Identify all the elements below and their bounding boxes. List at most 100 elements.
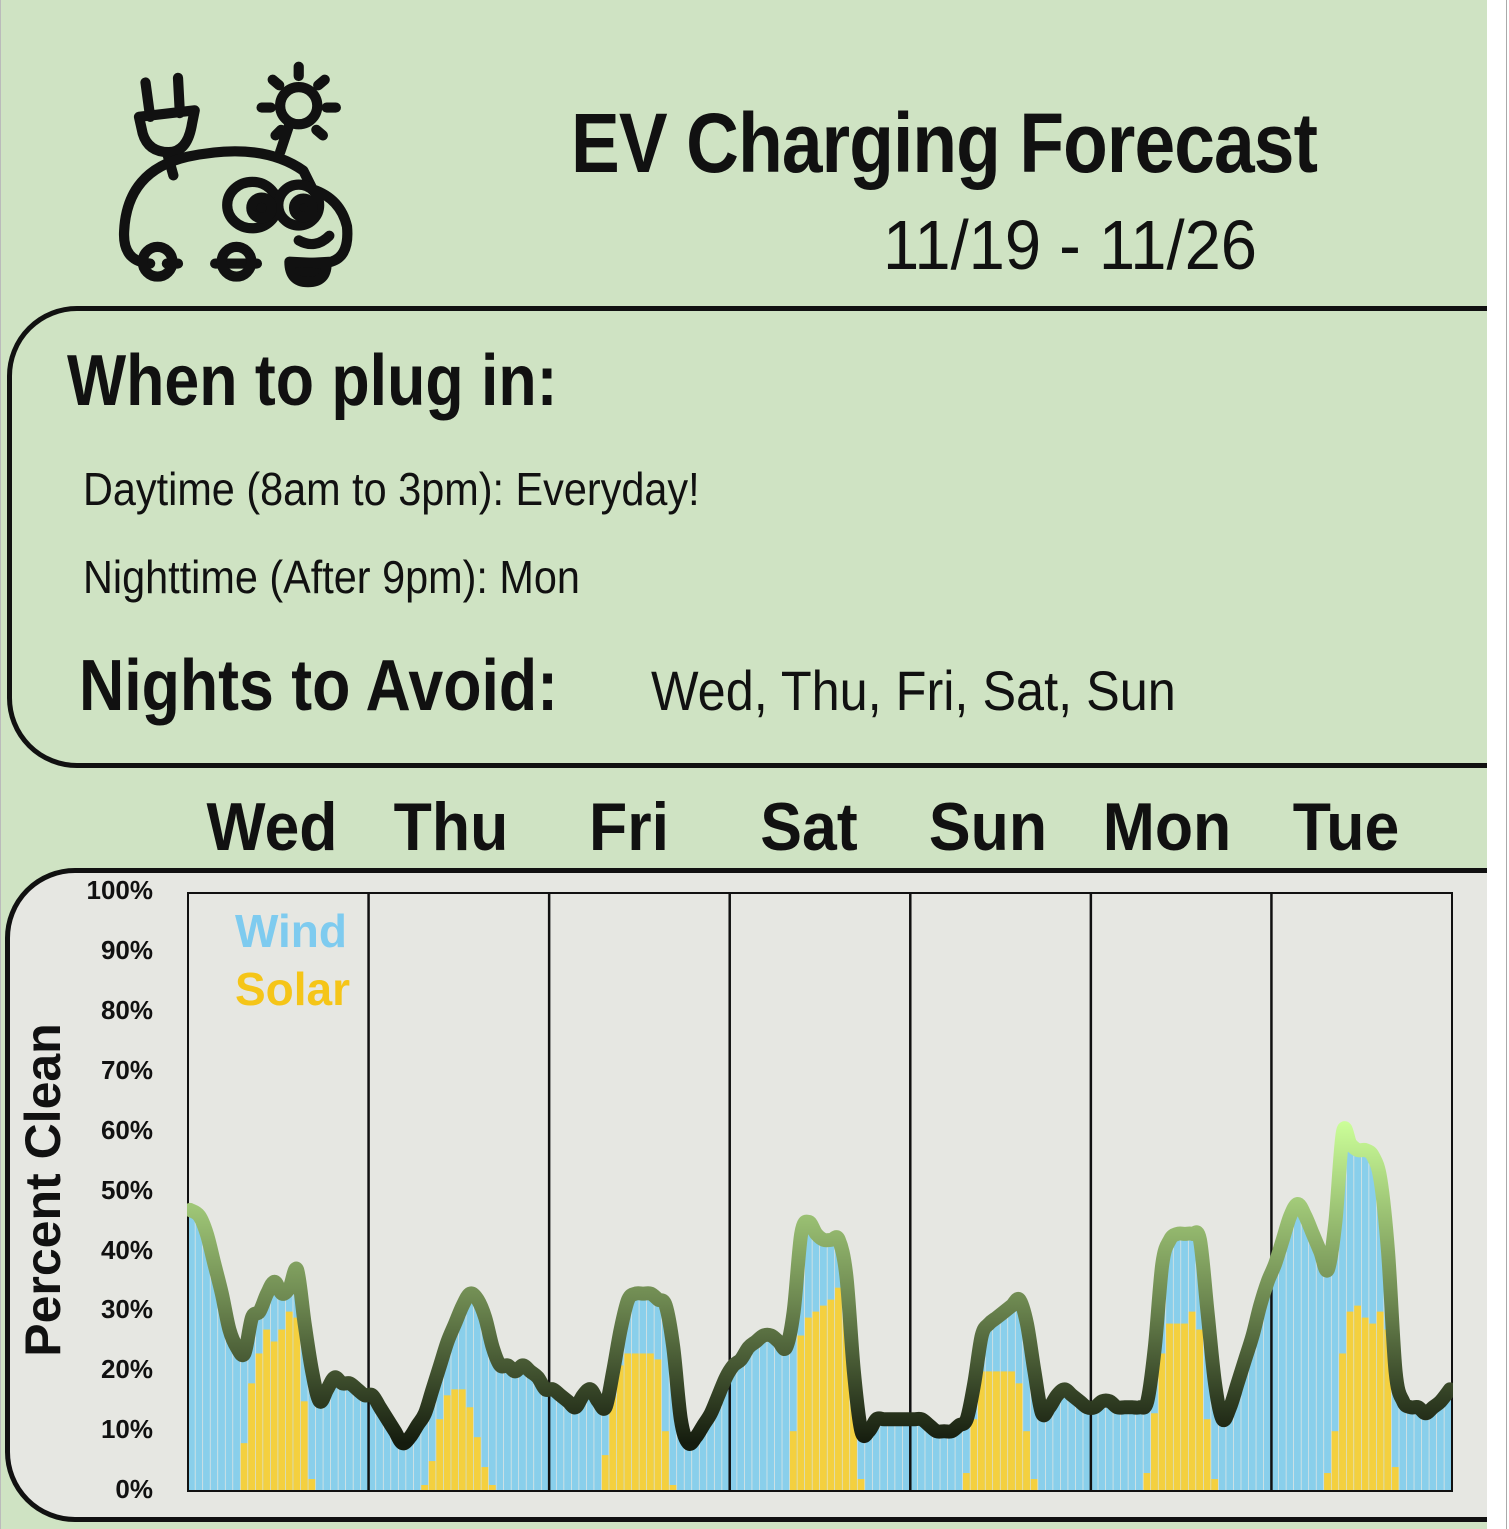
wind-bar xyxy=(962,1419,970,1491)
day-label-sun: Sun xyxy=(928,789,1048,865)
wind-bar xyxy=(511,1371,519,1491)
wind-bar xyxy=(1278,1239,1286,1491)
wind-bar xyxy=(1301,1215,1309,1491)
wind-bar xyxy=(669,1347,677,1491)
wind-bar xyxy=(1316,1251,1324,1491)
wind-bar xyxy=(910,1419,918,1491)
wind-bar xyxy=(880,1419,888,1491)
wind-bar xyxy=(233,1347,240,1491)
solar-bar xyxy=(789,1431,797,1491)
solar-bar xyxy=(1391,1467,1399,1491)
plug-in-heading: When to plug in: xyxy=(67,341,558,421)
wind-bar xyxy=(789,1311,797,1491)
wind-bar xyxy=(549,1389,556,1491)
solar-bar xyxy=(300,1401,308,1491)
solar-bar xyxy=(240,1443,248,1491)
wind-bar xyxy=(413,1425,421,1491)
wind-bar xyxy=(1136,1407,1143,1491)
wind-bar xyxy=(338,1383,346,1491)
solar-bar xyxy=(842,1311,850,1491)
wind-bar xyxy=(684,1443,692,1491)
solar-bar xyxy=(458,1389,466,1491)
page-title: EV Charging Forecast xyxy=(571,96,1318,190)
solar-bar xyxy=(481,1467,489,1491)
wind-bar xyxy=(1271,1263,1279,1491)
wind-bar xyxy=(872,1419,880,1491)
solar-bar xyxy=(1346,1311,1354,1491)
nights-to-avoid-list: Wed, Thu, Fri, Sat, Sun xyxy=(651,659,1176,722)
wind-bar xyxy=(240,1353,248,1491)
wind-bar xyxy=(1105,1401,1113,1491)
day-label-wed: Wed xyxy=(206,789,338,865)
y-tick: 60% xyxy=(100,1115,153,1145)
solar-bar xyxy=(1211,1479,1219,1491)
wind-bar xyxy=(729,1365,737,1491)
solar-bar xyxy=(1384,1329,1392,1491)
solar-bar xyxy=(985,1371,993,1491)
solar-bar xyxy=(248,1383,256,1491)
solar-bar xyxy=(278,1329,286,1491)
wind-bar xyxy=(1211,1383,1219,1491)
wind-bar xyxy=(1309,1233,1316,1491)
wind-bar xyxy=(1406,1407,1414,1491)
clean-energy-chart xyxy=(187,892,1453,1492)
solar-bar xyxy=(1354,1305,1362,1491)
solar-bar xyxy=(293,1317,301,1491)
solar-bar xyxy=(609,1395,617,1491)
wind-bar xyxy=(1399,1401,1407,1491)
ev-car-plug-sun-icon xyxy=(119,61,353,288)
solar-bar xyxy=(1151,1413,1158,1491)
solar-bar xyxy=(1173,1323,1181,1491)
wind-bar xyxy=(428,1389,436,1491)
wind-bar xyxy=(699,1425,707,1491)
wind-bar xyxy=(865,1431,872,1491)
day-label-fri: Fri xyxy=(589,789,669,865)
wind-bar xyxy=(353,1389,361,1491)
page-edge xyxy=(1506,0,1507,1529)
solar-bar xyxy=(263,1329,271,1491)
wind-bar xyxy=(1436,1401,1444,1491)
solar-bar xyxy=(804,1317,812,1491)
wind-bar xyxy=(496,1365,504,1491)
solar-bar xyxy=(488,1485,496,1491)
wind-bar xyxy=(398,1443,406,1491)
y-tick: 70% xyxy=(100,1055,153,1085)
wind-bar xyxy=(195,1215,203,1491)
wind-bar xyxy=(722,1377,730,1491)
wind-bar xyxy=(564,1401,572,1491)
solar-bar xyxy=(1023,1431,1030,1491)
solar-bar xyxy=(1188,1311,1196,1491)
solar-bar xyxy=(654,1359,662,1491)
wind-bar xyxy=(383,1419,391,1491)
solar-bar xyxy=(616,1365,624,1491)
wind-bar xyxy=(1429,1407,1437,1491)
solar-bar xyxy=(451,1389,459,1491)
y-tick: 50% xyxy=(100,1175,153,1205)
wind-bar xyxy=(1053,1395,1061,1491)
y-tick: 20% xyxy=(100,1354,153,1384)
solar-bar xyxy=(601,1455,609,1491)
wind-bar xyxy=(376,1407,383,1491)
solar-bar xyxy=(812,1311,820,1491)
solar-bar xyxy=(466,1407,474,1491)
wind-bar xyxy=(940,1431,948,1491)
wind-bar xyxy=(1263,1281,1271,1491)
wind-bar xyxy=(1226,1407,1234,1491)
wind-bar xyxy=(1203,1311,1211,1491)
wind-bar xyxy=(1218,1419,1226,1491)
wind-bar xyxy=(406,1437,414,1491)
day-label-thu: Thu xyxy=(393,789,509,865)
wind-bar xyxy=(1030,1371,1038,1491)
wind-bar xyxy=(752,1341,760,1491)
wind-bar xyxy=(1331,1221,1339,1491)
solar-bar xyxy=(639,1353,647,1491)
solar-bar xyxy=(993,1371,1000,1491)
y-axis-label: Percent Clean xyxy=(15,1023,71,1357)
solar-bar xyxy=(1369,1323,1377,1491)
wind-bar xyxy=(707,1413,714,1491)
solar-bar xyxy=(436,1419,444,1491)
y-tick: 90% xyxy=(100,935,153,965)
wind-bar xyxy=(519,1365,526,1491)
wind-bar xyxy=(1068,1395,1076,1491)
solar-bar xyxy=(1376,1311,1384,1491)
